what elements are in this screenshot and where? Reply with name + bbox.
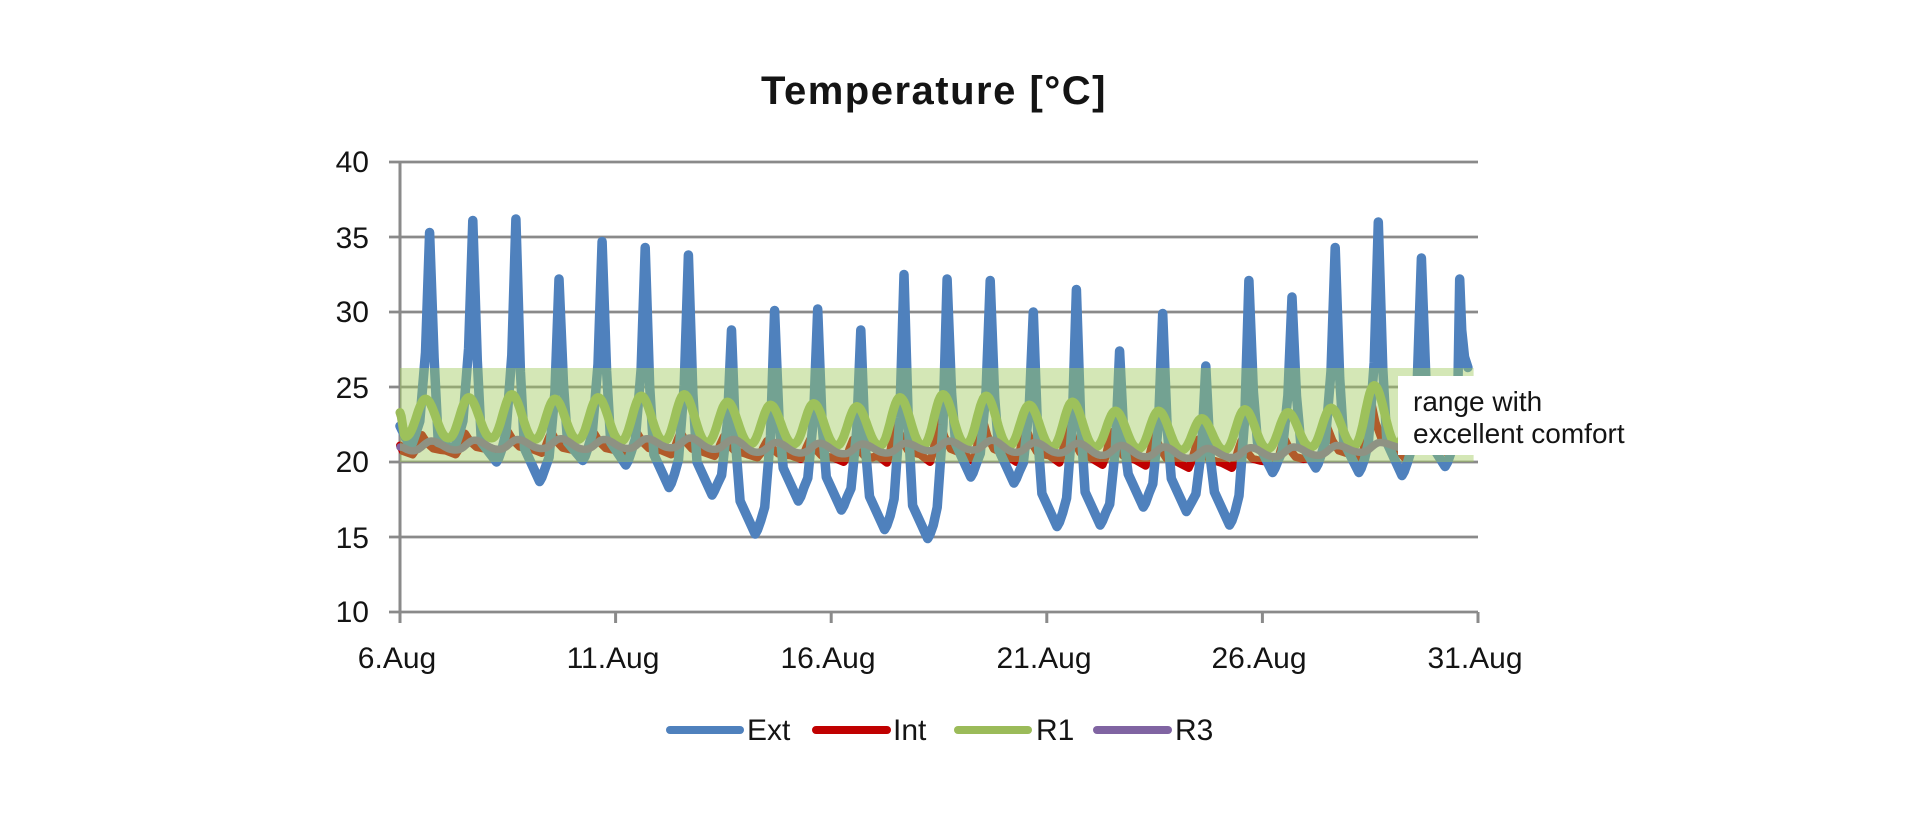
- svg-text:30: 30: [336, 296, 369, 329]
- svg-text:excellent comfort: excellent comfort: [1413, 418, 1625, 449]
- svg-text:Temperature [°C]: Temperature [°C]: [761, 69, 1107, 113]
- svg-text:35: 35: [336, 222, 369, 255]
- svg-text:21.Aug: 21.Aug: [996, 642, 1091, 675]
- svg-text:6.Aug: 6.Aug: [358, 642, 436, 675]
- svg-text:26.Aug: 26.Aug: [1211, 642, 1306, 675]
- svg-text:Ext: Ext: [747, 714, 791, 747]
- svg-text:31.Aug: 31.Aug: [1427, 642, 1522, 675]
- svg-text:R3: R3: [1175, 714, 1213, 747]
- svg-text:R1: R1: [1036, 714, 1074, 747]
- svg-text:40: 40: [336, 146, 369, 179]
- svg-text:25: 25: [336, 372, 369, 405]
- svg-text:15: 15: [336, 522, 369, 555]
- svg-text:11.Aug: 11.Aug: [567, 642, 660, 675]
- svg-text:range with: range with: [1413, 386, 1542, 417]
- svg-text:16.Aug: 16.Aug: [780, 642, 875, 675]
- svg-text:Int: Int: [893, 714, 927, 747]
- svg-text:10: 10: [336, 596, 369, 629]
- svg-text:20: 20: [336, 446, 369, 479]
